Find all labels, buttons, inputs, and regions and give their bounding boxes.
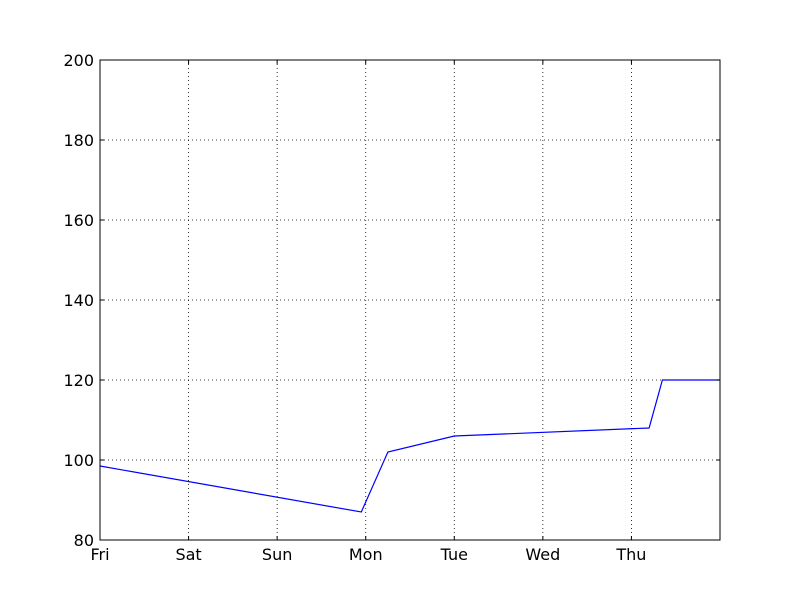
x-tick-label: Sun: [262, 545, 292, 564]
x-tick-label: Mon: [349, 545, 383, 564]
x-tick-label: Tue: [440, 545, 468, 564]
y-tick-label: 160: [63, 211, 94, 230]
x-tick-label: Sat: [175, 545, 201, 564]
grid-lines: [100, 60, 720, 540]
series-layer: [99, 379, 720, 513]
y-tick-label: 120: [63, 371, 94, 390]
y-tick-label: 100: [63, 451, 94, 470]
x-tick-label: Fri: [90, 545, 109, 564]
tick-marks: [99, 59, 720, 541]
x-axis-tick-labels: Fri Sat Sun Mon Tue Wed Thu: [90, 545, 646, 564]
y-axis-tick-labels: 80 100 120 140 160 180 200: [63, 51, 94, 550]
y-tick-label: 180: [63, 131, 94, 150]
y-tick-label: 80: [74, 531, 94, 550]
y-tick-label: 200: [63, 51, 94, 70]
x-tick-label: Thu: [615, 545, 646, 564]
x-tick-label: Wed: [525, 545, 560, 564]
y-tick-label: 140: [63, 291, 94, 310]
series-line: [99, 379, 720, 513]
